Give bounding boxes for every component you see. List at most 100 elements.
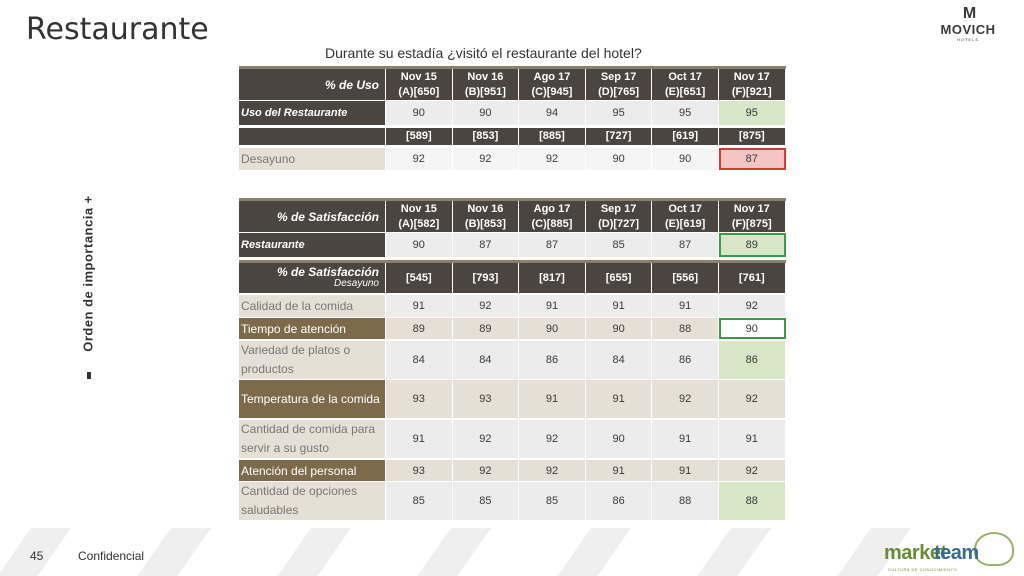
background-stripes [0, 528, 1024, 576]
table-cell: 92 [718, 295, 786, 317]
table-cell: 92 [386, 148, 453, 170]
table-cell: 91 [652, 420, 719, 458]
table-cell: 92 [718, 380, 786, 418]
usage-col-c: Ago 17 (C)[945] [519, 69, 586, 100]
base-count: [885] [519, 128, 586, 145]
col-code: (E)[651] [665, 85, 706, 98]
table-cell: 92 [452, 148, 520, 170]
movich-logo: M MOVICH HOTELS [938, 6, 998, 44]
table-cell: 93 [386, 380, 453, 418]
base-count: [875] [719, 128, 786, 145]
table-cell: 91 [652, 460, 719, 481]
base-count: [853] [453, 128, 520, 145]
row-label: Variedad de platos o productos [239, 341, 386, 379]
table-cell: 92 [519, 148, 586, 170]
table-cell-highlight: 86 [718, 341, 786, 379]
table-row: Temperatura de la comida 93 93 91 91 92 … [239, 380, 786, 418]
usage-main-row: Uso del Restaurante 90 90 94 95 95 95 [239, 101, 786, 125]
table-cell: 92 [652, 380, 719, 418]
importance-axis-label: Orden de importancia + [78, 195, 98, 386]
table-cell: 91 [585, 460, 653, 481]
table-cell: 92 [519, 460, 586, 481]
table-cell: 85 [386, 482, 453, 520]
table-cell: 86 [585, 482, 653, 520]
col-month: Nov 15 [400, 70, 437, 83]
table-cell: 90 [652, 148, 719, 170]
confidential-label: Confidencial [78, 549, 145, 563]
table-cell: 90 [585, 318, 653, 339]
satisfaction-col-b: Nov 16 (B)[853] [453, 201, 520, 232]
col-code: (F)[921] [731, 85, 772, 98]
row-label: Desayuno [239, 148, 386, 170]
row-label: Temperatura de la comida [239, 380, 386, 418]
satisfaction-main-row: Restaurante 90 87 87 85 87 89 [239, 233, 786, 257]
marketteam-logo: market team CULTURA DE CONOCIMIENTO [884, 532, 1014, 574]
table-cell: 93 [386, 460, 453, 481]
table-cell: 91 [652, 295, 719, 317]
table-cell: 85 [519, 482, 586, 520]
table-cell: 88 [652, 482, 719, 520]
col-code: (B)[951] [464, 85, 506, 98]
table-row: Variedad de platos o productos 84 84 86 … [239, 341, 786, 379]
row-label: Cantidad de comida para servir a su gust… [239, 420, 386, 458]
marketteam-word-2: team [934, 542, 979, 564]
page-number: 45 [30, 549, 44, 563]
slide-title: Restaurante [26, 12, 209, 47]
satisfaction-col-a: Nov 15 (A)[582] [386, 201, 453, 232]
satisfaction-col-d: Sep 17 (D)[727] [586, 201, 653, 232]
row-label: Cantidad de opciones saludables [239, 482, 386, 520]
table-row: Cantidad de opciones saludables 85 85 85… [239, 482, 786, 520]
usage-col-b: Nov 16 (B)[951] [453, 69, 520, 100]
col-code: (A)[650] [398, 85, 440, 98]
table-cell: 89 [386, 318, 453, 339]
satisfaction-header-label: % de Satisfacción [239, 201, 386, 232]
usage-header-label: % de Uso [239, 69, 386, 100]
col-code: (D)[727] [598, 217, 640, 230]
table-cell: 95 [585, 101, 653, 125]
row-label: Tiempo de atención [239, 318, 386, 339]
satisfaction-subheader-row: % de Satisfacción Desayuno [545] [793] [… [239, 260, 786, 293]
col-code: (A)[582] [398, 217, 440, 230]
row-label: Uso del Restaurante [239, 101, 386, 125]
col-code: (D)[765] [598, 85, 640, 98]
marketteam-word-1: market [884, 542, 947, 564]
table-cell: 86 [652, 341, 719, 379]
satisfaction-subheader-label-block: % de Satisfacción Desayuno [239, 263, 386, 293]
table-cell: 90 [585, 420, 653, 458]
table-cell: 86 [519, 341, 586, 379]
table-row: Tiempo de atención 89 89 90 90 88 90 [239, 318, 786, 339]
table-cell: 88 [652, 318, 719, 339]
col-month: Ago 17 [533, 70, 571, 83]
table-cell: 92 [452, 295, 520, 317]
table-row: Calidad de la comida 91 92 91 91 91 92 [239, 295, 786, 317]
table-cell: 91 [386, 295, 453, 317]
importance-axis-text: Orden de importancia + [80, 195, 96, 352]
table-cell: 94 [519, 101, 586, 125]
usage-sub-row: Desayuno 92 92 92 90 90 87 [239, 148, 786, 170]
table-cell: 89 [452, 318, 520, 339]
table-cell: 93 [452, 380, 520, 418]
base-count: [589] [386, 128, 453, 145]
table-cell: 84 [386, 341, 453, 379]
table-cell: 90 [386, 101, 453, 125]
table-row: Atención del personal 93 92 92 91 91 92 [239, 460, 786, 481]
satisfaction-col-e: Oct 17 (E)[619] [652, 201, 719, 232]
table-cell: 92 [718, 460, 786, 481]
satisfaction-subheader-sublabel: Desayuno [333, 278, 379, 289]
satisfaction-col-f: Nov 17 (F)[875] [719, 201, 786, 232]
table-cell: 90 [452, 101, 520, 125]
col-month: Nov 16 [467, 70, 504, 83]
table-cell: 95 [652, 101, 719, 125]
base-count: [817] [519, 263, 586, 293]
base-count: [556] [652, 263, 719, 293]
col-month: Sep 17 [600, 202, 637, 215]
base-count: [761] [719, 263, 786, 293]
table-cell: 85 [452, 482, 520, 520]
base-count: [619] [652, 128, 719, 145]
col-month: Oct 17 [668, 202, 702, 215]
table-cell-highlight: 90 [718, 318, 786, 339]
row-label: Calidad de la comida [239, 295, 386, 317]
col-month: Nov 16 [467, 202, 504, 215]
marketteam-tagline: CULTURA DE CONOCIMIENTO [888, 567, 958, 572]
usage-subheader-row: [589] [853] [885] [727] [619] [875] [239, 128, 786, 145]
